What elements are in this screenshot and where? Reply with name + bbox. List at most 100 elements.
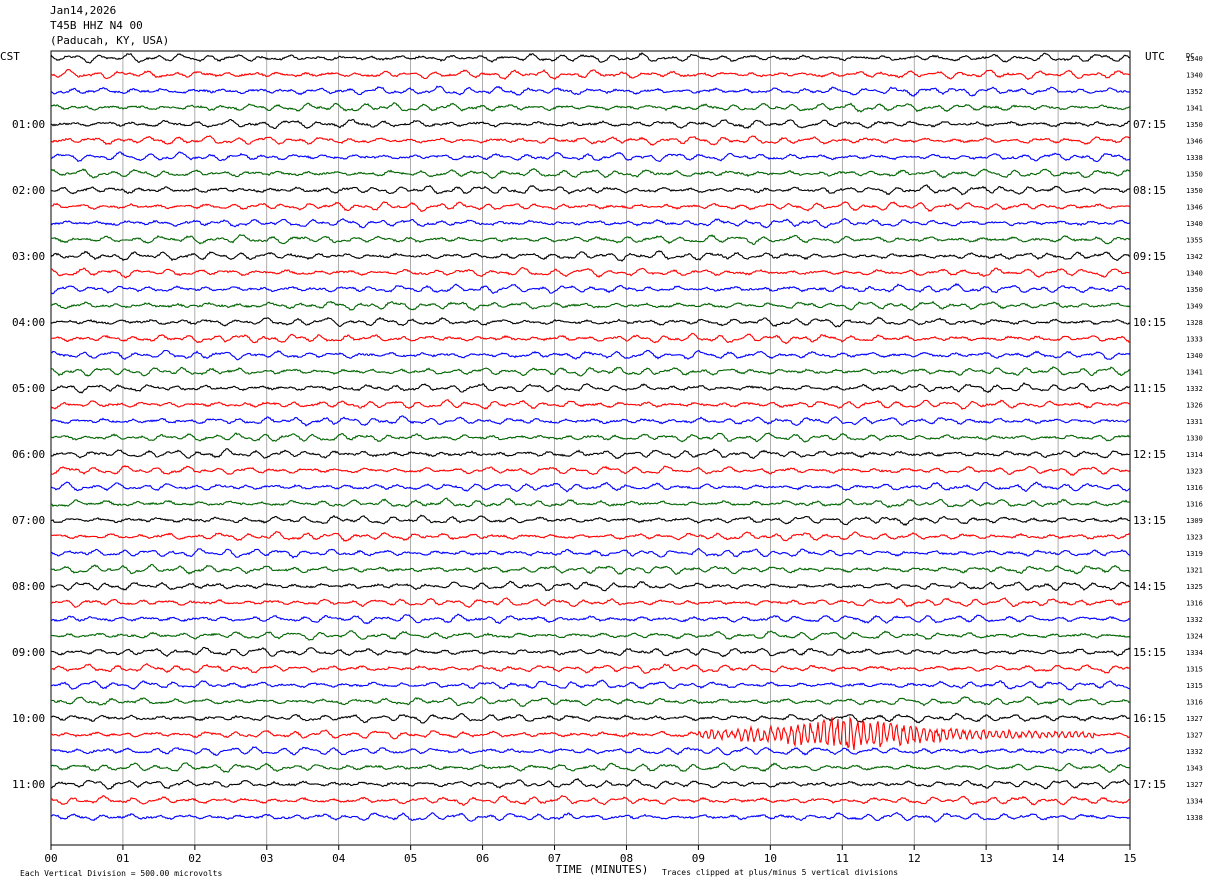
x-tick-label: 11 bbox=[836, 852, 849, 865]
utc-hour-label: 12:15 bbox=[1133, 448, 1166, 461]
seismic-trace bbox=[50, 316, 1131, 328]
dc-offset-label: 1341 bbox=[1186, 105, 1203, 113]
seismic-trace bbox=[50, 794, 1131, 806]
x-tick-label: 03 bbox=[260, 852, 273, 865]
dc-offset-label: 1340 bbox=[1186, 55, 1203, 63]
utc-label: UTC bbox=[1145, 50, 1165, 63]
dc-offset-label: 1340 bbox=[1186, 270, 1203, 278]
cst-hour-label: 06:00 bbox=[12, 448, 45, 461]
dc-offset-label: 1330 bbox=[1186, 435, 1203, 443]
seismic-trace bbox=[50, 481, 1131, 493]
cst-hour-label: 02:00 bbox=[12, 184, 45, 197]
seismic-trace bbox=[50, 68, 1131, 81]
seismic-trace bbox=[50, 696, 1131, 708]
cst-hour-label: 11:00 bbox=[12, 778, 45, 791]
seismic-trace bbox=[50, 662, 1131, 674]
x-tick-label: 00 bbox=[44, 852, 57, 865]
dc-offset-label: 1333 bbox=[1186, 336, 1203, 344]
utc-hour-label: 11:15 bbox=[1133, 382, 1166, 395]
seismic-trace bbox=[50, 432, 1131, 443]
header-location: (Paducah, KY, USA) bbox=[50, 34, 170, 47]
seismic-trace bbox=[50, 85, 1131, 98]
utc-hour-label: 10:15 bbox=[1133, 316, 1166, 329]
dc-offset-label: 1349 bbox=[1186, 303, 1203, 311]
scale-note: Each Vertical Division = 500.00 microvol… bbox=[20, 869, 222, 878]
dc-offset-label: 1350 bbox=[1186, 187, 1203, 195]
seismic-trace bbox=[50, 514, 1131, 527]
utc-hour-label: 07:15 bbox=[1133, 118, 1166, 131]
dc-offset-label: 1327 bbox=[1186, 732, 1203, 740]
dc-offset-label: 1346 bbox=[1186, 204, 1203, 212]
header-date: Jan14,2026 bbox=[50, 4, 117, 17]
dc-offset-label: 1350 bbox=[1186, 286, 1203, 294]
utc-hour-label: 17:15 bbox=[1133, 778, 1166, 791]
dc-offset-label: 1342 bbox=[1186, 253, 1203, 261]
cst-hour-label: 04:00 bbox=[12, 316, 45, 329]
seismic-trace bbox=[50, 547, 1131, 559]
seismic-trace bbox=[50, 415, 1131, 427]
dc-offset-label: 1334 bbox=[1186, 798, 1203, 806]
dc-offset-label: 1350 bbox=[1186, 171, 1203, 179]
x-tick-label: 12 bbox=[908, 852, 921, 865]
dc-offset-label: 1328 bbox=[1186, 319, 1203, 327]
cst-hour-label: 05:00 bbox=[12, 382, 45, 395]
seismic-trace bbox=[50, 52, 1131, 64]
utc-hour-label: 08:15 bbox=[1133, 184, 1166, 197]
dc-offset-label: 1316 bbox=[1186, 501, 1203, 509]
dc-offset-label: 1325 bbox=[1186, 583, 1203, 591]
seismic-trace bbox=[50, 151, 1131, 163]
seismic-trace bbox=[50, 282, 1131, 295]
dc-offset-label: 1315 bbox=[1186, 666, 1203, 674]
dc-offset-label: 1340 bbox=[1186, 72, 1203, 80]
dc-offset-label: 1323 bbox=[1186, 468, 1203, 476]
seismic-trace bbox=[50, 102, 1131, 113]
clip-note: Traces clipped at plus/minus 5 vertical … bbox=[662, 868, 898, 877]
seismic-trace bbox=[50, 580, 1131, 592]
seismic-trace bbox=[50, 762, 1131, 773]
seismic-trace bbox=[50, 167, 1131, 180]
seismic-trace bbox=[51, 630, 1131, 641]
x-tick-label: 10 bbox=[764, 852, 777, 865]
utc-hour-label: 09:15 bbox=[1133, 250, 1166, 263]
cst-hour-label: 08:00 bbox=[12, 580, 45, 593]
utc-hour-label: 16:15 bbox=[1133, 712, 1166, 725]
dc-offset-label: 1338 bbox=[1186, 154, 1203, 162]
dc-offset-label: 1321 bbox=[1186, 567, 1203, 575]
seismic-trace bbox=[50, 135, 1131, 146]
dc-offset-label: 1327 bbox=[1186, 715, 1203, 723]
dc-offset-label: 1319 bbox=[1186, 550, 1203, 558]
plot-frame bbox=[50, 50, 1131, 846]
dc-offset-label: 1316 bbox=[1186, 600, 1203, 608]
seismic-trace bbox=[50, 381, 1131, 394]
cst-hour-label: 09:00 bbox=[12, 646, 45, 659]
seismic-trace bbox=[50, 679, 1131, 691]
x-tick-label: 01 bbox=[116, 852, 129, 865]
seismic-trace bbox=[50, 349, 1131, 361]
dc-offset-label: 1324 bbox=[1186, 633, 1203, 641]
seismic-trace bbox=[50, 234, 1131, 245]
utc-hour-label: 14:15 bbox=[1133, 580, 1166, 593]
x-tick-label: 09 bbox=[692, 852, 705, 865]
utc-hour-label: 15:15 bbox=[1133, 646, 1166, 659]
x-tick-label: 07 bbox=[548, 852, 561, 865]
dc-offset-label: 1314 bbox=[1186, 451, 1203, 459]
dc-offset-label: 1332 bbox=[1186, 616, 1203, 624]
dc-offset-label: 1332 bbox=[1186, 748, 1203, 756]
x-tick-label: 02 bbox=[188, 852, 201, 865]
dc-offset-label: 1341 bbox=[1186, 369, 1203, 377]
seismic-trace bbox=[50, 646, 1131, 658]
dc-offset-label: 1340 bbox=[1186, 220, 1203, 228]
dc-offset-label: 1326 bbox=[1186, 402, 1203, 410]
seismic-trace bbox=[50, 399, 1131, 410]
dc-offset-label: 1316 bbox=[1186, 699, 1203, 707]
seismic-trace bbox=[50, 712, 1131, 724]
dc-offset-label: 1346 bbox=[1186, 138, 1203, 146]
x-axis-title: TIME (MINUTES) bbox=[556, 863, 649, 876]
x-tick-label: 13 bbox=[980, 852, 993, 865]
dc-offset-label: 1323 bbox=[1186, 534, 1203, 542]
seismic-trace bbox=[50, 300, 1131, 312]
seismic-trace bbox=[50, 201, 1131, 212]
seismic-trace bbox=[50, 366, 1131, 377]
cst-hour-label: 01:00 bbox=[12, 118, 45, 131]
dc-offset-label: 1338 bbox=[1186, 814, 1203, 822]
